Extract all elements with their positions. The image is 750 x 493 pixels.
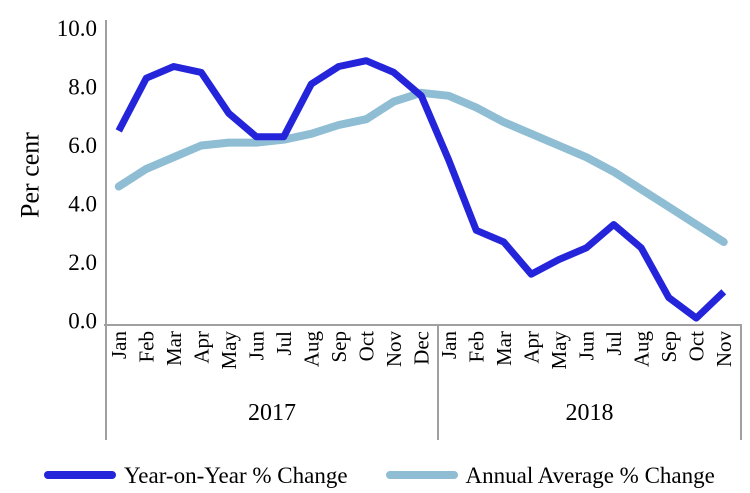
month-tick-label: Aug [299, 331, 323, 368]
series-line-annual-average [114, 88, 728, 246]
ytick-label: 4.0 [68, 192, 97, 217]
ytick-label: 10.0 [57, 16, 97, 41]
ytick-label: 8.0 [68, 75, 97, 100]
month-tick-label: Oct [684, 331, 708, 361]
chart-legend: Year-on-Year % Change Annual Average % C… [0, 458, 750, 492]
month-tick-label: May [217, 331, 241, 370]
legend-item-year-on-year: Year-on-Year % Change [44, 464, 348, 487]
month-tick-label: Jan [437, 331, 461, 359]
month-tick-label: Jul [602, 331, 626, 356]
month-tick-label: Nov [382, 331, 406, 368]
month-tick-label: Nov [712, 331, 736, 368]
year-label: 2018 [566, 400, 614, 426]
annual-average-line-swatch [385, 471, 458, 479]
month-tick-label: Mar [492, 331, 516, 366]
month-tick-label: Apr [189, 331, 213, 364]
month-tick-label: Dec [409, 331, 433, 365]
ytick-label: 2.0 [68, 250, 97, 275]
legend-label-annual-average: Annual Average % Change [465, 462, 715, 488]
month-tick-label: Jan [107, 331, 131, 359]
month-tick-label: May [547, 331, 571, 370]
month-tick-label: Apr [519, 331, 543, 364]
month-tick-label: Sep [327, 331, 351, 363]
year-on-year-line-swatch [44, 471, 116, 479]
month-tick-label: Jun [244, 331, 268, 361]
legend-label-year-on-year: Year-on-Year % Change [124, 462, 348, 488]
month-tick-label: Feb [464, 331, 488, 363]
month-tick-label: Feb [134, 331, 158, 363]
month-tick-label: Oct [354, 331, 378, 361]
month-tick-label: Jul [272, 331, 296, 356]
series-line-year-on-year [115, 57, 727, 322]
ytick-label: 6.0 [68, 133, 97, 158]
month-tick-label: Aug [629, 331, 653, 368]
month-tick-label: Jun [574, 331, 598, 361]
month-tick-label: Sep [657, 331, 681, 363]
month-tick-label: Mar [162, 331, 186, 366]
y-axis-title: Per cenr [16, 132, 45, 218]
ytick-label: 0.0 [68, 309, 97, 334]
year-label: 2017 [248, 400, 296, 426]
legend-item-annual-average: Annual Average % Change [385, 462, 715, 488]
